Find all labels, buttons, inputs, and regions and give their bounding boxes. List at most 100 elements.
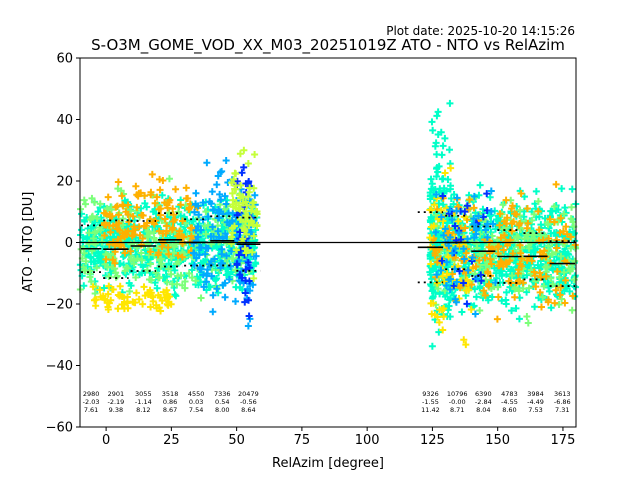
scatter-point [200, 283, 208, 291]
scatter-point [202, 244, 210, 252]
scatter-point [243, 201, 251, 209]
scatter-point [86, 273, 94, 281]
scatter-point [196, 265, 204, 273]
scatter-point [137, 249, 145, 257]
x-tick-label: 150 [485, 433, 510, 448]
y-tick-label: 20 [56, 175, 73, 190]
scatter-point [165, 175, 173, 183]
scatter-point [427, 213, 435, 221]
scatter-point [535, 226, 543, 234]
scatter-point [494, 283, 502, 291]
scatter-point [502, 258, 510, 266]
scatter-point [441, 225, 449, 233]
scatter-point [100, 231, 108, 239]
scatter-point [250, 232, 258, 240]
scatter-point [456, 267, 464, 275]
scatter-point [426, 234, 434, 242]
scatter-point [445, 242, 453, 250]
scatter-point [141, 199, 149, 207]
scatter-point [446, 99, 454, 107]
scatter-point [123, 222, 131, 230]
bin-mean-label: -1.55 [422, 398, 439, 406]
scatter-point [184, 194, 192, 202]
scatter-point [237, 181, 245, 189]
scatter-point [219, 281, 227, 289]
scatter-point [540, 282, 548, 290]
scatter-point [462, 286, 470, 294]
scatter-point [233, 260, 241, 268]
scatter-point [133, 255, 141, 263]
scatter-point [96, 200, 104, 208]
scatter-point [531, 245, 539, 253]
scatter-point [91, 290, 99, 298]
scatter-point [473, 224, 481, 232]
scatter-point [475, 212, 483, 220]
scatter-point [241, 298, 249, 306]
scatter-point [245, 188, 253, 196]
scatter-point [241, 245, 249, 253]
scatter-point [117, 234, 125, 242]
bin-std-label: 8.64 [241, 406, 255, 414]
y-axis-label: ATO - NTO [DU] [21, 192, 36, 293]
scatter-point [438, 257, 446, 265]
bin-std-label: 7.53 [528, 406, 542, 414]
scatter-point [91, 198, 99, 206]
scatter-point [153, 284, 161, 292]
scatter-point [214, 289, 222, 297]
scatter-point [560, 287, 568, 295]
scatter-point [116, 226, 124, 234]
scatter-point [108, 285, 116, 293]
scatter-point [168, 226, 176, 234]
scatter-point [512, 304, 520, 312]
scatter-point [435, 318, 443, 326]
scatter-point [208, 188, 216, 196]
scatter-point [431, 311, 439, 319]
scatter-point [214, 172, 222, 180]
scatter-point [476, 307, 484, 315]
scatter-point [85, 240, 93, 248]
bin-std-label: 7.31 [555, 406, 569, 414]
scatter-point [446, 233, 454, 241]
scatter-point [188, 274, 196, 282]
scatter-point [109, 222, 117, 230]
scatter-point [130, 260, 138, 268]
bin-mean-label: -6.86 [554, 398, 571, 406]
bin-std-label: 8.71 [450, 406, 464, 414]
scatter-point [218, 245, 226, 253]
scatter-point [140, 283, 148, 291]
scatter-point [549, 250, 557, 258]
scatter-point [156, 257, 164, 265]
scatter-point [164, 301, 172, 309]
scatter-point [444, 253, 452, 261]
scatter-point [493, 274, 501, 282]
scatter-point [172, 240, 180, 248]
scatter-point [432, 228, 440, 236]
scatter-point [236, 228, 244, 236]
scatter-point [547, 304, 555, 312]
scatter-point [556, 229, 564, 237]
scatter-point [207, 240, 215, 248]
scatter-point [197, 294, 205, 302]
scatter-point [163, 201, 171, 209]
scatter-point [473, 240, 481, 248]
scatter-point [104, 290, 112, 298]
scatter-point [208, 272, 216, 280]
scatter-point [151, 279, 159, 287]
bin-count-label: 2980 [83, 390, 100, 398]
scatter-point [138, 211, 146, 219]
scatter-point [544, 221, 552, 229]
scatter-point [569, 292, 577, 300]
scatter-point [138, 256, 146, 264]
scatter-point [153, 193, 161, 201]
scatter-point [135, 189, 143, 197]
scatter-point [557, 252, 565, 260]
scatter-point [242, 265, 250, 273]
scatter-point [173, 232, 181, 240]
scatter-point [508, 272, 516, 280]
scatter-point [498, 297, 506, 305]
scatter-point [245, 296, 253, 304]
scatter-point [164, 294, 172, 302]
bin-count-label: 3055 [135, 390, 152, 398]
scatter-point [120, 301, 128, 309]
scatter-point [540, 247, 548, 255]
